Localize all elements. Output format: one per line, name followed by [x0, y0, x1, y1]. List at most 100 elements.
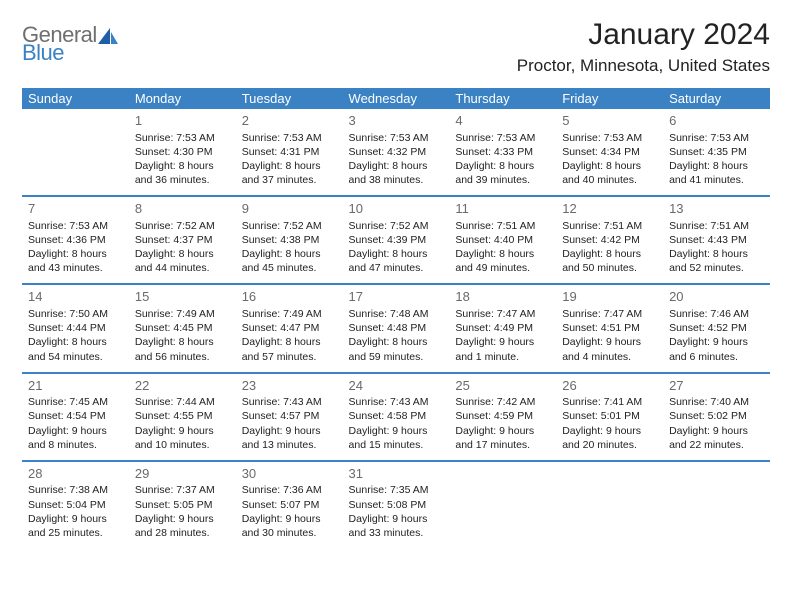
sunset-line: Sunset: 4:45 PM — [135, 321, 230, 335]
sunset-line: Sunset: 4:37 PM — [135, 233, 230, 247]
daylight-line: Daylight: 9 hours and 20 minutes. — [562, 424, 657, 452]
calendar-day-cell: 3Sunrise: 7:53 AMSunset: 4:32 PMDaylight… — [343, 109, 450, 196]
sunset-line: Sunset: 4:44 PM — [28, 321, 123, 335]
day-number: 19 — [562, 288, 657, 306]
calendar-day-cell: 22Sunrise: 7:44 AMSunset: 4:55 PMDayligh… — [129, 373, 236, 461]
sunset-line: Sunset: 4:52 PM — [669, 321, 764, 335]
calendar-day-cell: 13Sunrise: 7:51 AMSunset: 4:43 PMDayligh… — [663, 196, 770, 284]
calendar-day-cell: 28Sunrise: 7:38 AMSunset: 5:04 PMDayligh… — [22, 461, 129, 548]
weekday-header-row: SundayMondayTuesdayWednesdayThursdayFrid… — [22, 88, 770, 109]
calendar-day-cell: 30Sunrise: 7:36 AMSunset: 5:07 PMDayligh… — [236, 461, 343, 548]
sunrise-line: Sunrise: 7:50 AM — [28, 307, 123, 321]
sunset-line: Sunset: 4:43 PM — [669, 233, 764, 247]
day-number: 14 — [28, 288, 123, 306]
sunrise-line: Sunrise: 7:41 AM — [562, 395, 657, 409]
day-number: 11 — [455, 200, 550, 218]
calendar-body: 1Sunrise: 7:53 AMSunset: 4:30 PMDaylight… — [22, 109, 770, 548]
day-number: 24 — [349, 377, 444, 395]
sunrise-line: Sunrise: 7:36 AM — [242, 483, 337, 497]
sunset-line: Sunset: 4:49 PM — [455, 321, 550, 335]
day-number: 17 — [349, 288, 444, 306]
daylight-line: Daylight: 8 hours and 54 minutes. — [28, 335, 123, 363]
weekday-header: Thursday — [449, 88, 556, 109]
daylight-line: Daylight: 9 hours and 22 minutes. — [669, 424, 764, 452]
calendar-day-cell: 27Sunrise: 7:40 AMSunset: 5:02 PMDayligh… — [663, 373, 770, 461]
calendar-day-cell: 4Sunrise: 7:53 AMSunset: 4:33 PMDaylight… — [449, 109, 556, 196]
sunrise-line: Sunrise: 7:49 AM — [135, 307, 230, 321]
weekday-header: Wednesday — [343, 88, 450, 109]
sunset-line: Sunset: 4:47 PM — [242, 321, 337, 335]
sunrise-line: Sunrise: 7:52 AM — [242, 219, 337, 233]
day-number: 22 — [135, 377, 230, 395]
weekday-header: Saturday — [663, 88, 770, 109]
calendar-day-cell: 12Sunrise: 7:51 AMSunset: 4:42 PMDayligh… — [556, 196, 663, 284]
day-number: 28 — [28, 465, 123, 483]
calendar-day-cell: 18Sunrise: 7:47 AMSunset: 4:49 PMDayligh… — [449, 284, 556, 372]
day-number: 12 — [562, 200, 657, 218]
weekday-header: Sunday — [22, 88, 129, 109]
sunrise-line: Sunrise: 7:52 AM — [135, 219, 230, 233]
sunrise-line: Sunrise: 7:53 AM — [455, 131, 550, 145]
calendar-day-cell: 14Sunrise: 7:50 AMSunset: 4:44 PMDayligh… — [22, 284, 129, 372]
sunrise-line: Sunrise: 7:53 AM — [28, 219, 123, 233]
daylight-line: Daylight: 8 hours and 38 minutes. — [349, 159, 444, 187]
sunrise-line: Sunrise: 7:38 AM — [28, 483, 123, 497]
sunrise-line: Sunrise: 7:51 AM — [669, 219, 764, 233]
daylight-line: Daylight: 9 hours and 13 minutes. — [242, 424, 337, 452]
calendar-table: SundayMondayTuesdayWednesdayThursdayFrid… — [22, 88, 770, 548]
calendar-day-cell: 16Sunrise: 7:49 AMSunset: 4:47 PMDayligh… — [236, 284, 343, 372]
sunrise-line: Sunrise: 7:37 AM — [135, 483, 230, 497]
calendar-day-cell — [556, 461, 663, 548]
sunset-line: Sunset: 5:04 PM — [28, 498, 123, 512]
sunset-line: Sunset: 4:57 PM — [242, 409, 337, 423]
title-block: January 2024 Proctor, Minnesota, United … — [517, 18, 770, 76]
calendar-week-row: 7Sunrise: 7:53 AMSunset: 4:36 PMDaylight… — [22, 196, 770, 284]
sunrise-line: Sunrise: 7:44 AM — [135, 395, 230, 409]
day-number: 1 — [135, 112, 230, 130]
day-number: 31 — [349, 465, 444, 483]
sunrise-line: Sunrise: 7:35 AM — [349, 483, 444, 497]
sunset-line: Sunset: 4:51 PM — [562, 321, 657, 335]
sunrise-line: Sunrise: 7:47 AM — [455, 307, 550, 321]
daylight-line: Daylight: 8 hours and 40 minutes. — [562, 159, 657, 187]
calendar-day-cell: 19Sunrise: 7:47 AMSunset: 4:51 PMDayligh… — [556, 284, 663, 372]
sunset-line: Sunset: 4:35 PM — [669, 145, 764, 159]
daylight-line: Daylight: 9 hours and 10 minutes. — [135, 424, 230, 452]
day-number: 4 — [455, 112, 550, 130]
daylight-line: Daylight: 9 hours and 33 minutes. — [349, 512, 444, 540]
calendar-day-cell — [449, 461, 556, 548]
sunrise-line: Sunrise: 7:49 AM — [242, 307, 337, 321]
sunset-line: Sunset: 4:31 PM — [242, 145, 337, 159]
daylight-line: Daylight: 9 hours and 8 minutes. — [28, 424, 123, 452]
sunrise-line: Sunrise: 7:43 AM — [349, 395, 444, 409]
day-number: 20 — [669, 288, 764, 306]
weekday-header: Tuesday — [236, 88, 343, 109]
sunrise-line: Sunrise: 7:48 AM — [349, 307, 444, 321]
calendar-day-cell: 24Sunrise: 7:43 AMSunset: 4:58 PMDayligh… — [343, 373, 450, 461]
day-number: 18 — [455, 288, 550, 306]
day-number: 15 — [135, 288, 230, 306]
daylight-line: Daylight: 8 hours and 52 minutes. — [669, 247, 764, 275]
daylight-line: Daylight: 8 hours and 37 minutes. — [242, 159, 337, 187]
calendar-day-cell: 21Sunrise: 7:45 AMSunset: 4:54 PMDayligh… — [22, 373, 129, 461]
day-number: 13 — [669, 200, 764, 218]
day-number: 27 — [669, 377, 764, 395]
sunset-line: Sunset: 4:54 PM — [28, 409, 123, 423]
daylight-line: Daylight: 8 hours and 39 minutes. — [455, 159, 550, 187]
sunrise-line: Sunrise: 7:45 AM — [28, 395, 123, 409]
daylight-line: Daylight: 8 hours and 36 minutes. — [135, 159, 230, 187]
calendar-day-cell: 29Sunrise: 7:37 AMSunset: 5:05 PMDayligh… — [129, 461, 236, 548]
daylight-line: Daylight: 9 hours and 25 minutes. — [28, 512, 123, 540]
day-number: 2 — [242, 112, 337, 130]
sunrise-line: Sunrise: 7:53 AM — [349, 131, 444, 145]
sunrise-line: Sunrise: 7:51 AM — [455, 219, 550, 233]
sunset-line: Sunset: 4:40 PM — [455, 233, 550, 247]
day-number: 9 — [242, 200, 337, 218]
sunrise-line: Sunrise: 7:52 AM — [349, 219, 444, 233]
day-number: 10 — [349, 200, 444, 218]
sunset-line: Sunset: 4:48 PM — [349, 321, 444, 335]
sunset-line: Sunset: 5:05 PM — [135, 498, 230, 512]
sunset-line: Sunset: 5:01 PM — [562, 409, 657, 423]
calendar-week-row: 21Sunrise: 7:45 AMSunset: 4:54 PMDayligh… — [22, 373, 770, 461]
calendar-day-cell: 25Sunrise: 7:42 AMSunset: 4:59 PMDayligh… — [449, 373, 556, 461]
